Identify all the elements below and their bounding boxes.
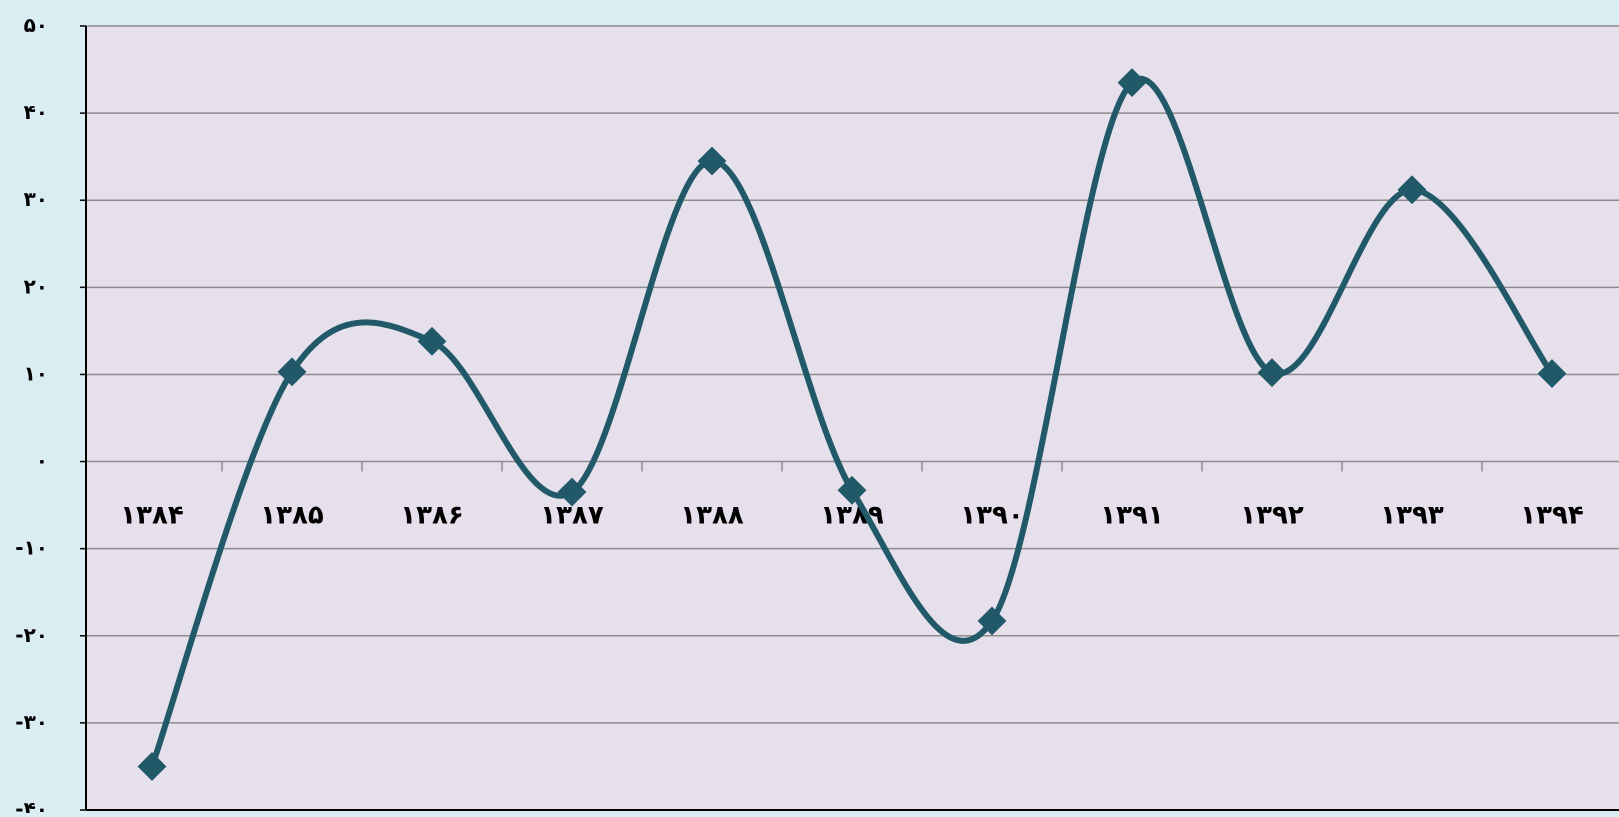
y-tick-label: -۱۰	[15, 536, 48, 560]
y-tick-label: ۱۰	[24, 361, 48, 385]
x-tick-label: ۱۳۸۵	[260, 501, 324, 531]
x-axis-tick-labels: ۱۳۸۴ ۱۳۸۵ ۱۳۸۶ ۱۳۸۷ ۱۳۸۸ ۱۳۸۹ ۱۳۹۰ ۱۳۹۱ ۱۳۹۲ ۱۳۹۳…	[120, 461, 1584, 531]
x-tick-label: ۱۳۹۲	[1240, 501, 1304, 531]
data-point-marker	[1117, 68, 1147, 98]
data-point-marker	[277, 357, 307, 387]
x-tick-label: ۱۳۹۴	[1520, 501, 1583, 531]
data-point-marker	[137, 752, 167, 781]
plot-area	[86, 26, 1619, 810]
y-tick-label: ۳۰	[24, 187, 48, 211]
y-tick-label: ۲۰	[24, 274, 48, 298]
data-point-marker	[1257, 358, 1287, 388]
y-tick-label: -۴۰	[15, 797, 48, 813]
y-tick-label: ۵۰	[24, 13, 48, 37]
series-group	[149, 76, 1555, 770]
x-tick-label: ۱۳۹۰	[960, 501, 1023, 531]
data-point-marker	[1397, 175, 1427, 205]
x-tick-label: ۱۳۸۸	[680, 501, 744, 531]
axes	[85, 26, 1619, 811]
gridlines	[86, 25, 1619, 724]
data-point-marker	[977, 606, 1007, 636]
y-tick-label: ۰	[36, 449, 48, 473]
x-tick-label: ۱۳۸۶	[400, 501, 463, 531]
y-tick-label: ۴۰	[24, 100, 48, 124]
y-tick-label: -۲۰	[15, 623, 48, 647]
data-point-marker	[837, 475, 867, 505]
y-axis-tick-labels: -۴۰ -۳۰ -۲۰ -۱۰ ۰ ۱۰ ۲۰ ۳۰ ۴۰ ۵۰	[15, 13, 86, 817]
x-tick-label: ۱۳۹۱	[1100, 501, 1163, 531]
series-line	[149, 76, 1555, 770]
x-tick-label: ۱۳۸۴	[120, 501, 183, 531]
y-tick-label: -۳۰	[15, 710, 48, 734]
data-point-marker	[417, 326, 447, 356]
x-tick-label: ۱۳۹۳	[1380, 501, 1444, 531]
data-point-marker	[697, 146, 727, 176]
data-point-marker	[557, 477, 587, 507]
markers-group	[137, 68, 1567, 781]
data-point-marker	[1537, 359, 1567, 388]
